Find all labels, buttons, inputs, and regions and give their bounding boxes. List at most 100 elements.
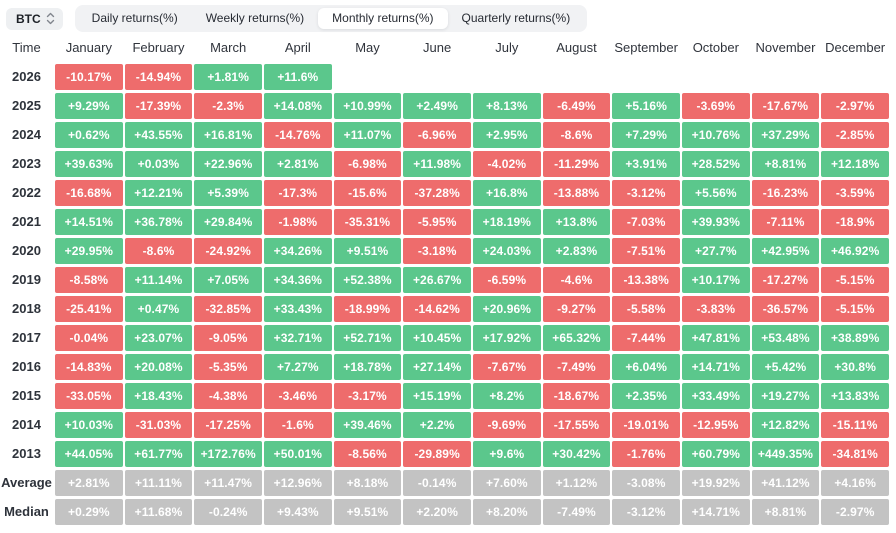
return-cell: +16.81%	[194, 122, 262, 148]
return-cell: -1.6%	[263, 412, 332, 438]
return-cell: +61.77%	[124, 441, 193, 467]
return-cell: -7.49%	[542, 499, 611, 525]
return-cell: -10.17%	[55, 64, 123, 90]
month-column-header: June	[423, 40, 452, 55]
return-cell: -17.27%	[751, 267, 820, 293]
row-label: 2019	[12, 272, 41, 287]
return-cell: +60.79%	[681, 441, 750, 467]
return-cell: +15.19%	[403, 383, 471, 409]
return-cell: +19.92%	[681, 470, 750, 496]
row-label: 2016	[12, 359, 41, 374]
tab-weekly-returns[interactable]: Weekly returns(%)	[205, 11, 305, 25]
return-cell: -7.51%	[612, 238, 680, 264]
return-cell: -7.49%	[542, 354, 611, 380]
return-cell: +14.71%	[681, 354, 750, 380]
return-cell: +42.95%	[751, 238, 820, 264]
row-label: 2024	[12, 127, 41, 142]
row-label: 2020	[12, 243, 41, 258]
empty-cell	[334, 64, 402, 90]
return-cell: -35.31%	[333, 209, 402, 235]
return-cell: +0.03%	[124, 151, 193, 177]
return-cell: -3.83%	[681, 296, 750, 322]
row-label: 2023	[12, 156, 41, 171]
row-label: 2025	[12, 98, 41, 113]
return-cell: +17.92%	[472, 325, 541, 351]
return-cell: -6.96%	[403, 122, 471, 148]
return-cell: +3.91%	[612, 151, 680, 177]
return-cell: +8.18%	[333, 470, 402, 496]
return-cell: -9.69%	[472, 412, 541, 438]
return-cell: +14.51%	[55, 209, 123, 235]
return-cell: +18.78%	[333, 354, 402, 380]
return-cell: +39.63%	[55, 151, 123, 177]
empty-cell	[473, 64, 541, 90]
return-cell: -3.08%	[612, 470, 680, 496]
return-cell: +26.67%	[403, 267, 471, 293]
month-column-header: March	[210, 40, 247, 55]
returns-period-tabs: Daily returns(%) Weekly returns(%) Month…	[74, 5, 588, 32]
return-cell: +30.8%	[821, 354, 889, 380]
return-cell: +11.14%	[124, 267, 193, 293]
return-cell: +10.45%	[403, 325, 471, 351]
return-cell: +20.96%	[472, 296, 541, 322]
return-cell: -33.05%	[55, 383, 123, 409]
chevron-up-down-icon	[46, 12, 55, 25]
month-column-header: December	[825, 40, 886, 55]
empty-cell	[752, 64, 820, 90]
return-cell: -31.03%	[124, 412, 193, 438]
return-cell: -11.29%	[542, 151, 611, 177]
return-cell: +5.16%	[612, 93, 680, 119]
return-cell: -8.56%	[333, 441, 402, 467]
return-cell: +38.89%	[821, 325, 889, 351]
return-cell: +18.19%	[472, 209, 541, 235]
row-label: 2017	[12, 330, 41, 345]
symbol-selector[interactable]: BTC	[6, 7, 63, 30]
return-cell: +11.98%	[403, 151, 471, 177]
return-cell: +9.6%	[472, 441, 541, 467]
return-cell: +19.27%	[751, 383, 820, 409]
return-cell: -2.97%	[821, 499, 889, 525]
return-cell: -14.76%	[263, 122, 332, 148]
return-cell: -3.46%	[263, 383, 332, 409]
return-cell: +34.36%	[263, 267, 332, 293]
return-cell: +7.60%	[472, 470, 541, 496]
return-cell: -18.9%	[821, 209, 889, 235]
return-cell: -2.3%	[194, 93, 262, 119]
empty-cell	[403, 64, 471, 90]
month-column-header: April	[284, 40, 311, 55]
return-cell: +8.20%	[472, 499, 541, 525]
return-cell: +2.81%	[263, 151, 332, 177]
return-cell: +172.76%	[194, 441, 262, 467]
return-cell: +39.93%	[681, 209, 750, 235]
return-cell: +6.04%	[612, 354, 680, 380]
return-cell: -4.02%	[472, 151, 541, 177]
return-cell: -0.04%	[55, 325, 123, 351]
return-cell: +8.81%	[751, 499, 820, 525]
return-cell: -7.67%	[472, 354, 541, 380]
return-cell: +9.29%	[55, 93, 123, 119]
tab-monthly-returns[interactable]: Monthly returns(%)	[318, 8, 448, 29]
return-cell: -9.27%	[542, 296, 611, 322]
return-cell: -2.85%	[821, 122, 889, 148]
row-label: Average	[1, 475, 52, 490]
return-cell: +27.7%	[681, 238, 750, 264]
return-cell: +33.43%	[263, 296, 332, 322]
toolbar: BTC Daily returns(%) Weekly returns(%) M…	[0, 0, 896, 32]
return-cell: +39.46%	[333, 412, 402, 438]
return-cell: -7.03%	[612, 209, 680, 235]
return-cell: -3.69%	[681, 93, 750, 119]
tab-daily-returns[interactable]: Daily returns(%)	[91, 11, 178, 25]
month-column-header: February	[132, 40, 185, 55]
return-cell: +2.83%	[542, 238, 611, 264]
return-cell: -5.95%	[403, 209, 471, 235]
return-cell: -5.15%	[821, 296, 889, 322]
return-cell: +46.92%	[821, 238, 889, 264]
tab-quarterly-returns[interactable]: Quarterly returns(%)	[461, 11, 571, 25]
return-cell: +2.20%	[403, 499, 471, 525]
return-cell: +29.84%	[194, 209, 262, 235]
return-cell: +7.27%	[263, 354, 332, 380]
return-cell: +34.26%	[263, 238, 332, 264]
return-cell: +12.18%	[821, 151, 889, 177]
return-cell: +44.05%	[55, 441, 123, 467]
return-cell: +52.38%	[333, 267, 402, 293]
